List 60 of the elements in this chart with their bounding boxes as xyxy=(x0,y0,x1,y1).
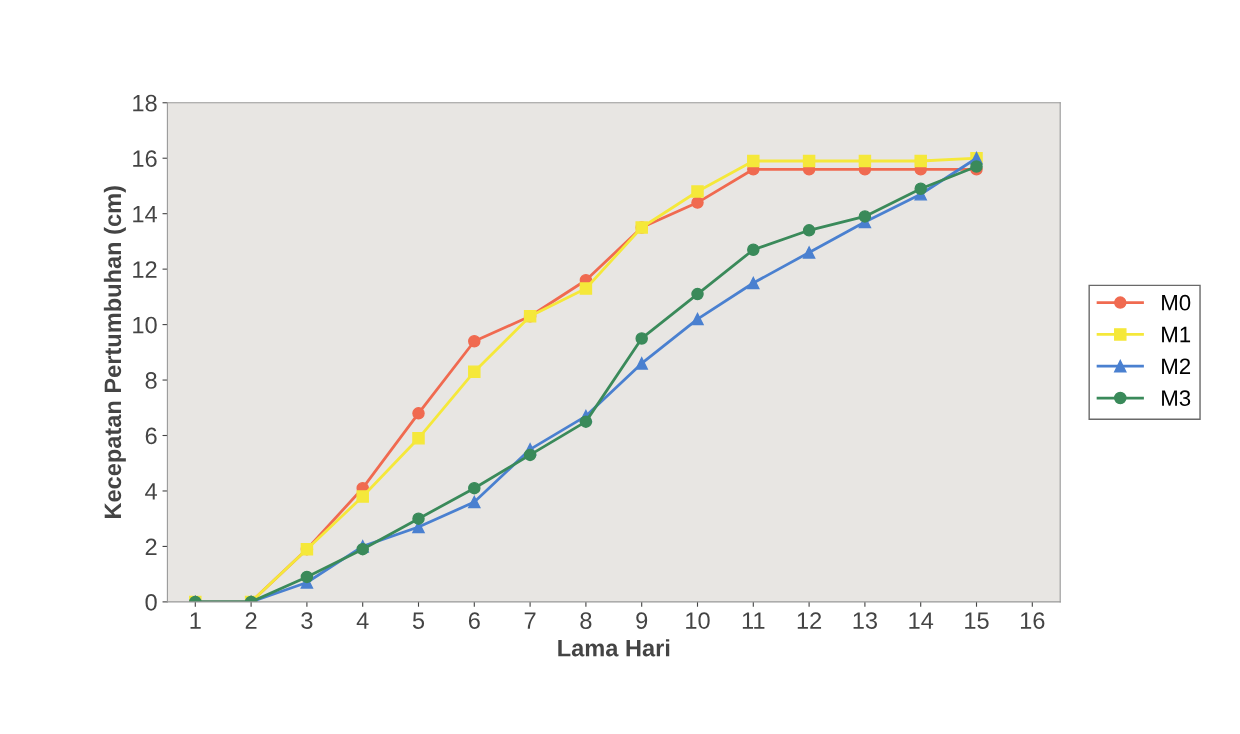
x-tick-label: 16 xyxy=(1020,612,1045,629)
y-tick-label: 4 xyxy=(145,483,157,500)
point xyxy=(914,182,927,195)
point xyxy=(468,495,481,509)
point xyxy=(412,432,425,445)
point xyxy=(691,312,704,326)
point xyxy=(691,287,704,301)
point xyxy=(802,224,816,237)
y-tick-label: 14 xyxy=(133,205,157,223)
legend-label: M1 xyxy=(1162,326,1191,343)
point xyxy=(356,490,369,503)
y-tick-label: 6 xyxy=(145,427,157,445)
x-tick-label: 15 xyxy=(965,612,989,629)
y-tick-label: 0 xyxy=(145,593,157,611)
point xyxy=(579,415,593,428)
point xyxy=(468,481,481,495)
point xyxy=(802,154,816,168)
y-tick-label: 18 xyxy=(133,94,157,112)
point xyxy=(412,512,425,525)
point xyxy=(747,154,760,168)
point xyxy=(300,570,314,584)
point xyxy=(691,185,704,198)
point xyxy=(747,243,760,256)
legend-label: M0 xyxy=(1162,294,1191,311)
x-tick-label: 2 xyxy=(245,612,257,629)
x-tick-label: 1 xyxy=(190,612,201,629)
x-tick-label: 5 xyxy=(412,612,425,629)
point xyxy=(858,154,872,168)
point xyxy=(468,365,481,378)
x-tick-label: 3 xyxy=(301,612,313,629)
point xyxy=(914,154,927,168)
point xyxy=(802,246,816,259)
x-axis-title: Lama Hari xyxy=(558,639,670,657)
y-axis-title: Kecepatan Pertumbuhan (cm) xyxy=(103,186,126,519)
point xyxy=(579,282,593,295)
x-tick-label: 12 xyxy=(797,612,822,629)
point xyxy=(635,332,648,345)
x-tick-label: 10 xyxy=(686,612,710,629)
y-tick-label: 16 xyxy=(133,150,157,168)
point xyxy=(691,196,704,209)
point xyxy=(468,334,481,348)
point xyxy=(635,357,648,370)
x-tick-label: 13 xyxy=(853,612,877,629)
legend-label: M3 xyxy=(1162,390,1191,407)
point xyxy=(747,276,760,290)
x-tick-label: 4 xyxy=(356,612,369,629)
y-tick-label: 2 xyxy=(145,538,157,555)
x-tick-label: 7 xyxy=(524,612,536,629)
point xyxy=(412,407,425,420)
x-tick-label: 11 xyxy=(742,612,765,629)
x-tick-label: 9 xyxy=(636,612,648,629)
x-tick-label: 8 xyxy=(580,612,592,629)
y-tick-label: 10 xyxy=(133,316,157,334)
x-tick-label: 6 xyxy=(468,612,480,629)
y-tick-label: 8 xyxy=(145,372,157,389)
point xyxy=(858,210,872,223)
point xyxy=(523,448,537,462)
legend-label: M2 xyxy=(1162,358,1191,374)
y-tick-label: 12 xyxy=(133,261,157,278)
x-tick-label: 14 xyxy=(909,612,934,629)
